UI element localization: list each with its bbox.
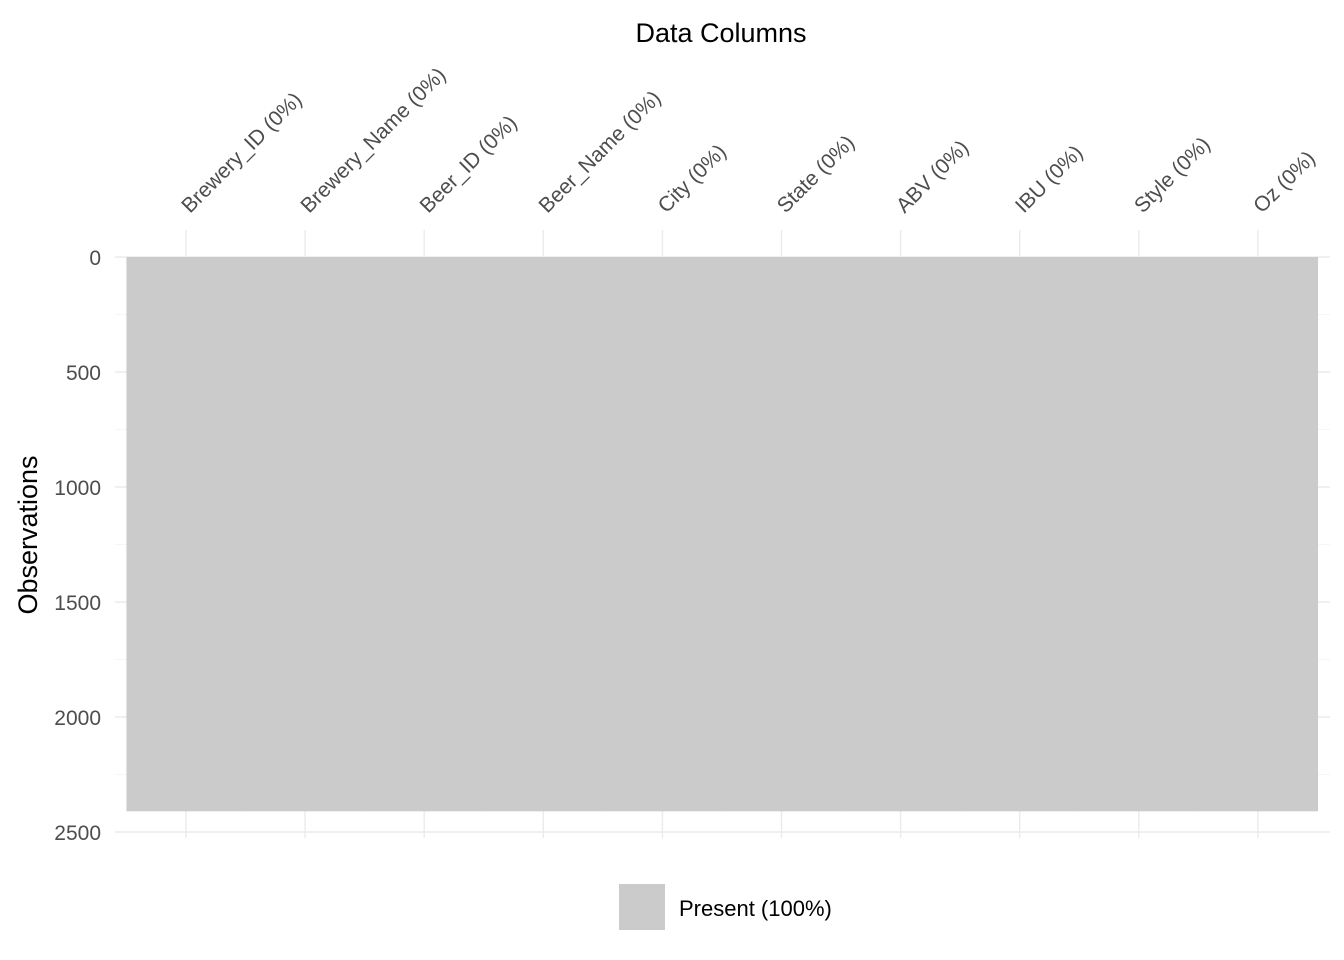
y-tick-label: 1500 <box>54 592 101 615</box>
x-tick-label: Oz (0%) <box>1249 147 1320 218</box>
cell-present <box>245 257 366 812</box>
cell-present <box>1198 257 1319 812</box>
cell-present <box>602 257 723 812</box>
x-tick-label: IBU (0%) <box>1011 141 1088 218</box>
cell-present <box>364 257 485 812</box>
data-cells <box>126 257 1319 812</box>
x-tick-label: ABV (0%) <box>892 136 973 217</box>
cell-present <box>960 257 1080 812</box>
x-tick-label: Brewery_ID (0%) <box>177 88 306 217</box>
cell-present <box>721 257 842 812</box>
x-tick-label: State (0%) <box>773 131 859 217</box>
x-tick-label: Beer_ID (0%) <box>415 111 521 217</box>
x-tick-label: City (0%) <box>654 140 731 217</box>
legend: Present (100%) <box>619 884 832 930</box>
legend-label-present: Present (100%) <box>679 896 832 921</box>
y-tick-label: 2000 <box>54 707 101 730</box>
x-tick-label: Style (0%) <box>1130 133 1215 218</box>
x-axis-title: Data Columns <box>635 18 806 48</box>
y-tick-label: 0 <box>89 247 101 270</box>
y-tick-labels: 0 500 1000 1500 2000 2500 <box>54 247 101 845</box>
y-tick-label: 1000 <box>54 477 101 500</box>
y-tick-label: 2500 <box>54 822 101 845</box>
cell-present <box>841 257 961 812</box>
cell-present <box>126 257 247 812</box>
cell-present <box>1079 257 1199 812</box>
legend-key-present <box>619 884 665 930</box>
x-tick-labels: Brewery_ID (0%)Brewery_Name (0%)Beer_ID … <box>177 63 1320 217</box>
y-tick-label: 500 <box>66 362 101 385</box>
y-axis-title: Observations <box>13 455 43 614</box>
x-tick-label: Beer_Name (0%) <box>535 87 666 218</box>
cell-present <box>483 257 604 812</box>
